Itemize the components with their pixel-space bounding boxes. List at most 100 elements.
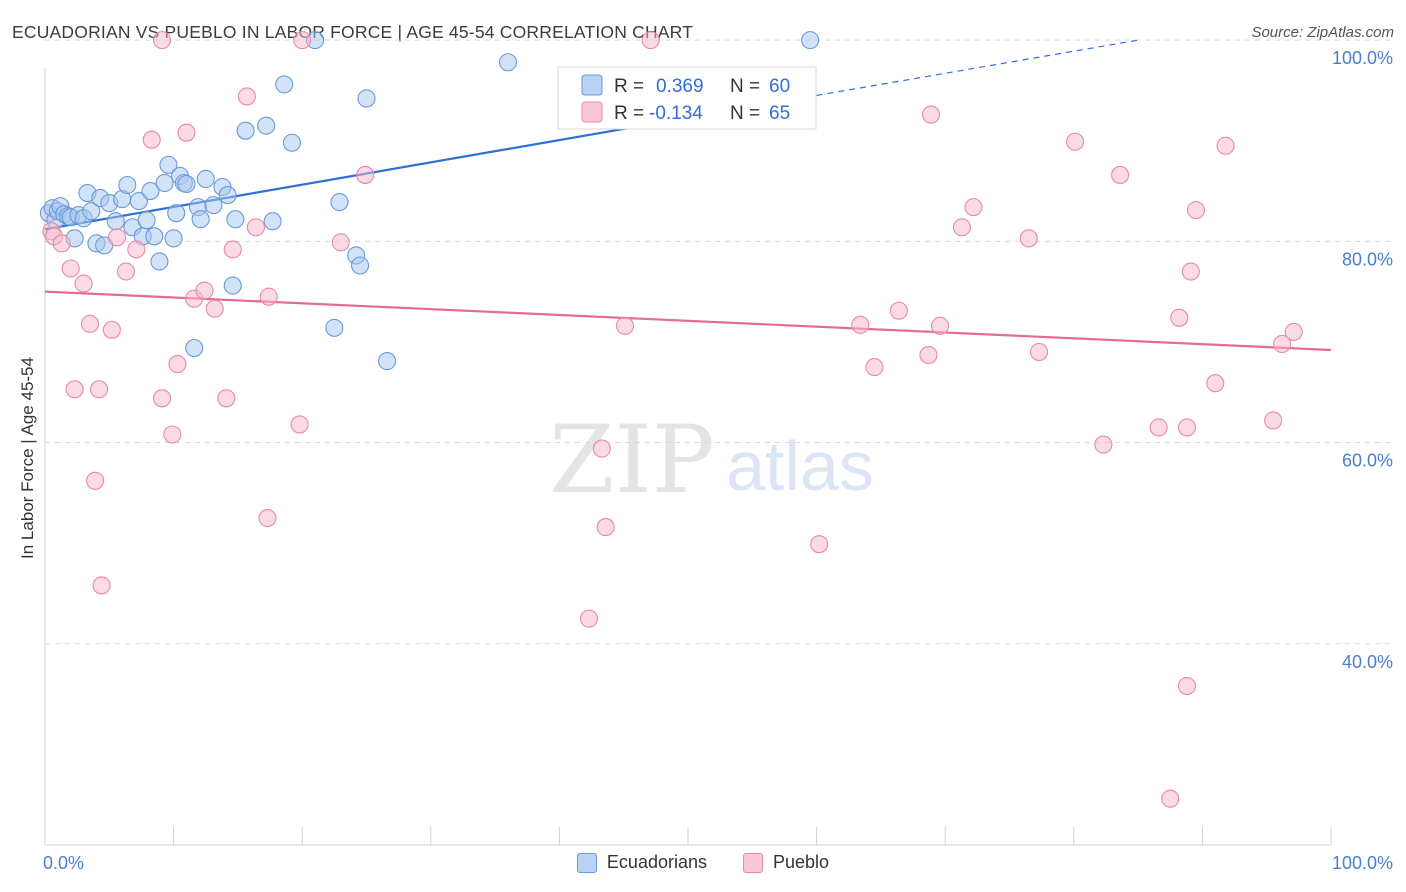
ecuadorian-point [282, 133, 301, 152]
legend-r-label-1: R = [614, 76, 644, 97]
watermark-atlas: atlas [726, 427, 874, 505]
ecuadorian-point [218, 186, 237, 205]
ecuadorian-point [185, 338, 204, 358]
pueblo-point [641, 31, 660, 50]
y-tick-label: 60.0% [1342, 451, 1393, 471]
pueblo-point [931, 316, 950, 335]
ecuadorian-point [263, 212, 282, 231]
pueblo-point [1019, 229, 1038, 248]
source-credit: Source: ZipAtlas.com [1251, 24, 1394, 41]
ecuadorian-point [357, 89, 376, 108]
y-tick-label: 100.0% [1332, 48, 1393, 68]
ecuadorian-point [275, 75, 294, 94]
data-points [39, 31, 1303, 808]
ecuadorians-trend-extension [816, 39, 1139, 97]
legend-swatch-ecuadorians [581, 74, 603, 96]
pueblo-point [293, 31, 312, 50]
pueblo-point [80, 314, 100, 333]
pueblo-point [92, 576, 111, 595]
pueblo-point [52, 234, 71, 253]
pueblo-point [290, 415, 309, 434]
pueblo-point [922, 105, 941, 124]
ecuadorian-point [330, 193, 349, 212]
y-tick-label: 40.0% [1342, 652, 1393, 672]
legend-n-label-1: N = [730, 76, 760, 97]
legend-r-label-2: R = [614, 103, 644, 124]
ecuadorian-point [95, 236, 114, 255]
ecuadorian-point [177, 174, 196, 194]
ecuadorian-point [167, 204, 186, 223]
pueblo-point [246, 218, 265, 237]
legend-item-pueblo: Pueblo [743, 852, 829, 873]
ecuadorian-point [106, 212, 125, 231]
legend-label-ecuadorians: Ecuadorians [606, 852, 707, 872]
pueblo-point [195, 281, 214, 300]
pueblo-point [592, 439, 611, 458]
pueblo-point [1094, 435, 1113, 454]
pueblo-point [1177, 418, 1197, 437]
ecuadorian-point [159, 155, 178, 174]
pueblo-point [1264, 411, 1283, 430]
grid-lines [45, 39, 1391, 645]
pueblo-point [152, 389, 172, 408]
ecuadorian-point [325, 318, 344, 337]
pueblo-point [86, 471, 105, 490]
pueblo-point [1161, 789, 1180, 808]
pueblo-point [61, 259, 80, 278]
pueblo-point [217, 389, 236, 408]
pueblo-point [65, 380, 84, 399]
pueblo-point [258, 508, 277, 528]
pueblo-point [1186, 201, 1206, 220]
legend-n-value-1: 60 [769, 76, 790, 97]
pueblo-point [116, 262, 136, 281]
pueblo-point [331, 233, 350, 252]
legend-r-value-1: 0.369 [656, 76, 704, 97]
stats-legend: R = 0.369 N = 60 R = -0.134 N = 65 [557, 66, 817, 130]
pueblo-point [89, 380, 109, 399]
ecuadorian-point [137, 211, 156, 230]
pueblo-point [127, 240, 146, 259]
pueblo-point [1066, 132, 1085, 151]
pueblo-point [74, 274, 93, 293]
pueblo-point [107, 228, 127, 247]
ecuadorian-point [129, 192, 148, 211]
ecuadorian-point [118, 175, 137, 195]
ecuadorian-point [236, 121, 255, 140]
pueblo-point [1030, 342, 1049, 362]
ecuadorian-point [226, 210, 245, 229]
pueblo-point [1149, 418, 1168, 437]
ecuadorian-point [204, 196, 223, 215]
pueblo-point [152, 31, 172, 50]
legend-n-label-2: N = [730, 103, 760, 124]
chart-title: ECUADORIAN VS PUEBLO IN LABOR FORCE | AG… [12, 22, 694, 42]
pueblo-point [163, 425, 182, 444]
pueblo-point [1177, 676, 1197, 696]
pueblo-point [237, 87, 256, 106]
pueblo-point [579, 609, 599, 628]
axes [44, 68, 1332, 846]
pueblo-point [168, 355, 187, 374]
pueblo-trend-line [44, 290, 1332, 352]
ecuadorian-point [191, 210, 210, 229]
legend-item-ecuadorians: Ecuadorians [576, 852, 707, 873]
pueblo-point [1206, 374, 1225, 393]
pueblo-point [223, 240, 242, 259]
pueblo-point [142, 130, 161, 149]
pueblo-point [356, 165, 375, 184]
ecuadorian-point [155, 173, 174, 193]
ecuadorian-point [223, 276, 242, 295]
pueblo-point [851, 315, 870, 334]
pueblo-point [889, 301, 908, 320]
pueblo-point [865, 358, 884, 377]
pueblo-point [1111, 165, 1130, 184]
pueblo-point [919, 345, 938, 365]
ecuadorian-point [498, 53, 518, 72]
pueblo-point [177, 123, 196, 142]
legend-n-value-2: 65 [769, 103, 790, 124]
pueblo-point [102, 320, 121, 339]
bottom-legend: Ecuadorians Pueblo [0, 852, 1406, 873]
pueblo-point [810, 535, 829, 554]
ecuadorian-point [141, 181, 160, 201]
legend-label-pueblo: Pueblo [773, 852, 830, 872]
